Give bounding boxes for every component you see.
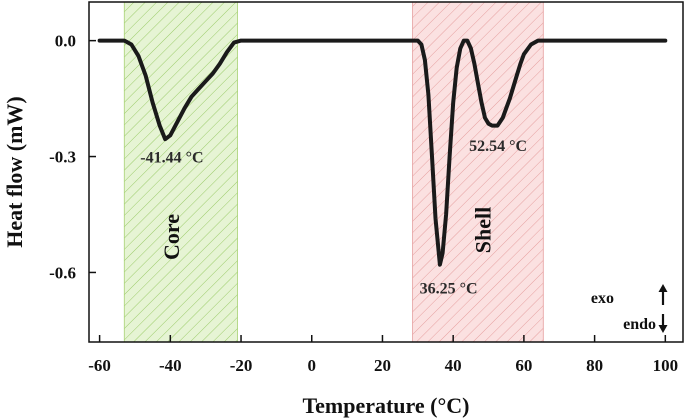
y-axis-ticks: 0.0 -0.3 -0.6 [49,32,96,282]
arrow-up-icon [658,284,668,305]
core-region-label: Core [159,214,184,260]
x-tick-label: 20 [374,356,391,375]
endo-label: endo [623,316,656,333]
highlight-regions [123,1,544,343]
y-tick-label: 0.0 [55,32,76,51]
core-region-hatch [124,2,238,342]
x-tick-label: 60 [515,356,532,375]
y-axis-title: Heat flow (mW) [2,96,27,248]
y-tick-label: -0.3 [49,148,76,167]
peak-label-core: -41.44 °C [140,149,203,166]
shell-region-label: Shell [470,207,495,253]
y-tick-label: -0.6 [49,263,76,282]
peak-label-shell-low: 36.25 °C [420,281,478,298]
exo-endo-legend: exo endo [591,284,668,333]
x-tick-label: 40 [445,356,462,375]
peak-label-shell-high: 52.54 °C [469,138,527,155]
x-tick-label: -20 [230,356,253,375]
heat-flow-line [97,38,668,267]
x-tick-label: 80 [586,356,603,375]
x-tick-label: 100 [653,356,679,375]
exo-label: exo [591,290,614,307]
x-axis-title: Temperature (°C) [302,393,469,418]
arrow-down-icon [658,314,668,333]
plot-frame [88,1,684,343]
x-tick-label: -40 [159,356,182,375]
x-tick-label: -60 [88,356,111,375]
x-tick-label: 0 [308,356,317,375]
x-axis-ticks: -60 -40 -20 0 20 40 60 80 100 [88,335,678,375]
